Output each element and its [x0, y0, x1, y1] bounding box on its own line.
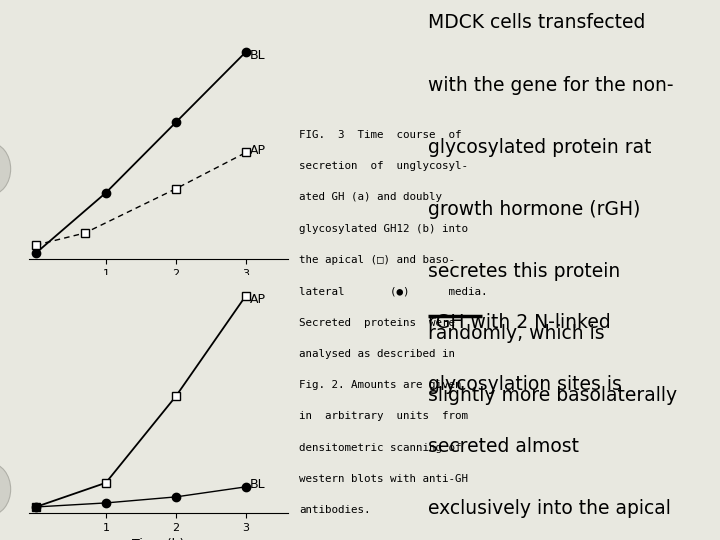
Text: AP: AP — [250, 293, 266, 306]
Text: FIG.  3  Time  course  of: FIG. 3 Time course of — [299, 130, 462, 140]
Text: densitometric scanning of: densitometric scanning of — [299, 443, 462, 453]
Text: western blots with anti-GH: western blots with anti-GH — [299, 474, 468, 484]
Text: secretes this protein: secretes this protein — [428, 262, 621, 281]
Ellipse shape — [0, 143, 11, 195]
Text: rGH with 2 N-linked: rGH with 2 N-linked — [428, 313, 611, 332]
Text: secreted almost: secreted almost — [428, 437, 580, 456]
Text: Secreted  proteins  were: Secreted proteins were — [299, 318, 455, 328]
Text: BL: BL — [250, 49, 266, 62]
Ellipse shape — [0, 463, 11, 515]
Text: BL: BL — [250, 478, 266, 491]
Text: ated GH (a) and doubly: ated GH (a) and doubly — [299, 192, 442, 202]
Text: in  arbitrary  units  from: in arbitrary units from — [299, 411, 468, 422]
Text: slightly more basolaterally: slightly more basolaterally — [428, 386, 678, 405]
Text: the apical (□) and baso-: the apical (□) and baso- — [299, 255, 455, 265]
X-axis label: Time (h): Time (h) — [132, 538, 184, 540]
Text: glycosylated GH12 (b) into: glycosylated GH12 (b) into — [299, 224, 468, 234]
Text: antibodies.: antibodies. — [299, 505, 370, 516]
Text: with the gene for the non-: with the gene for the non- — [428, 76, 674, 94]
Text: analysed as described in: analysed as described in — [299, 349, 455, 359]
Text: lateral       (●)      media.: lateral (●) media. — [299, 286, 487, 296]
Text: randomly, which is: randomly, which is — [428, 324, 605, 343]
Text: glycosylation sites is: glycosylation sites is — [428, 375, 622, 394]
Text: Fig. 2. Amounts are given: Fig. 2. Amounts are given — [299, 380, 462, 390]
Text: growth hormone (rGH): growth hormone (rGH) — [428, 200, 641, 219]
Text: MDCK cells transfected: MDCK cells transfected — [428, 14, 646, 32]
Text: AP: AP — [250, 144, 266, 157]
Text: exclusively into the apical: exclusively into the apical — [428, 500, 671, 518]
Text: glycosylated protein rat: glycosylated protein rat — [428, 138, 652, 157]
Text: secretion  of  unglycosyl-: secretion of unglycosyl- — [299, 161, 468, 171]
X-axis label: Time (h): Time (h) — [132, 285, 184, 298]
